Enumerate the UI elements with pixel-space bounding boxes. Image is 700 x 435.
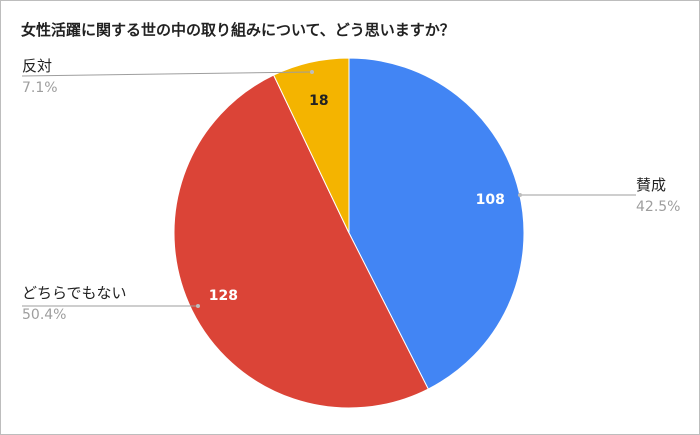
slice-percent-label: 7.1% — [22, 80, 58, 96]
slice-value-label: 18 — [309, 93, 328, 109]
leader-dot — [518, 193, 522, 197]
leader-lines — [21, 70, 636, 308]
pie-slice — [272, 57, 350, 234]
pie-slices — [173, 57, 525, 409]
slice-value-label: 128 — [209, 288, 238, 304]
pie-slice — [348, 57, 525, 390]
slice-category-label: 賛成 — [636, 176, 666, 194]
slice-category-label: 反対 — [22, 57, 52, 75]
chart-title: 女性活躍に関する世の中の取り組みについて、どう思いますか？ — [21, 21, 455, 39]
pie-slice — [173, 74, 429, 409]
slice-percent-label: 50.4% — [22, 307, 66, 323]
slice-labels: 108 賛成 42.5% 128 どちらでもない 50.4% 18 反対 7.1% — [22, 57, 680, 323]
slice-percent-label: 42.5% — [636, 199, 680, 215]
leader-dot — [196, 304, 200, 308]
leader-dot — [310, 70, 314, 74]
slice-category-label: どちらでもない — [22, 284, 127, 302]
leader-line — [21, 71, 313, 77]
slice-value-label: 108 — [476, 192, 505, 208]
